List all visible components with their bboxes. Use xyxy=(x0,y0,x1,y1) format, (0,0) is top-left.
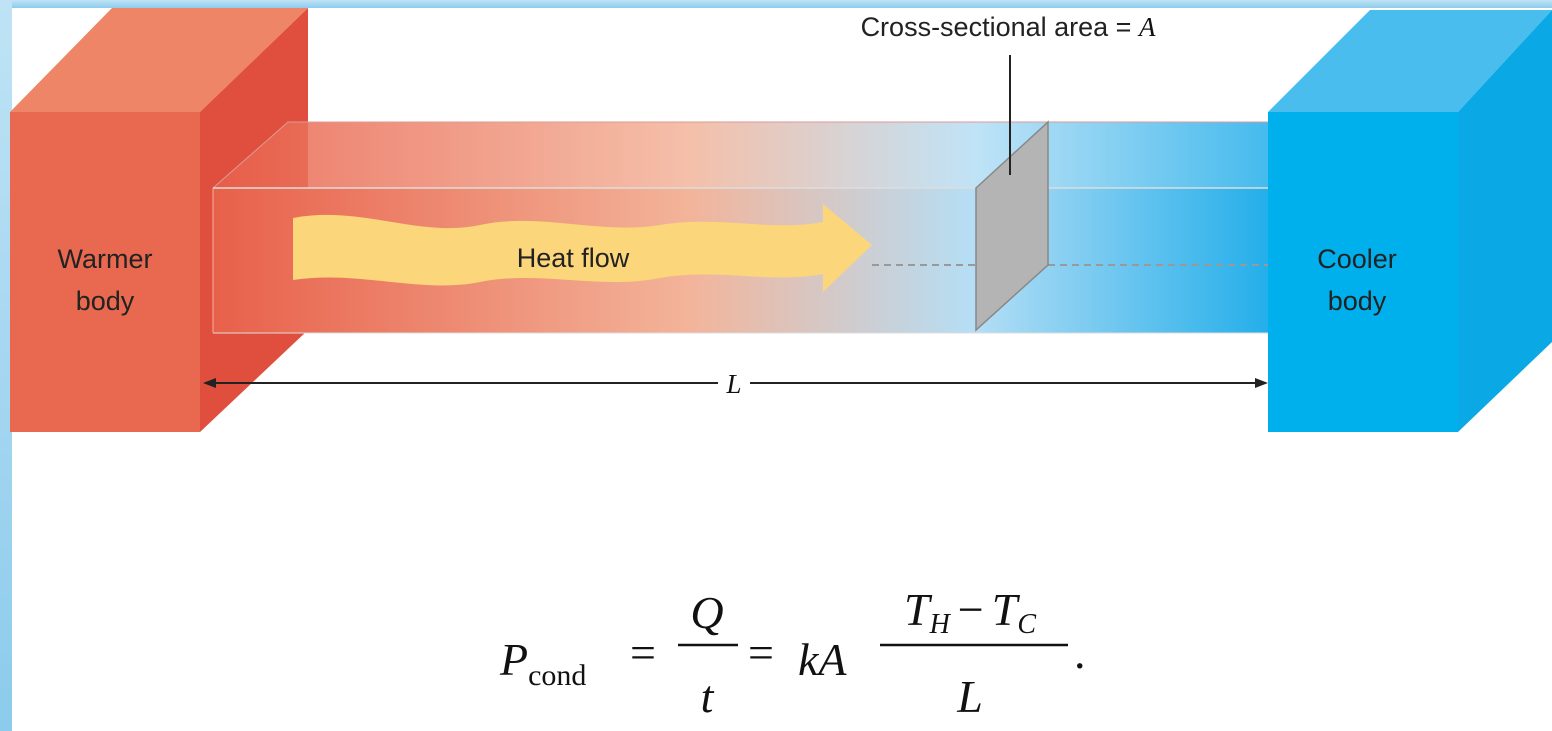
arrowhead xyxy=(203,378,216,388)
warmer-label: body xyxy=(76,286,135,316)
eq-den: L xyxy=(956,671,983,722)
rod-edge xyxy=(212,121,1270,189)
cross-section xyxy=(975,120,1049,332)
eq-t: T xyxy=(992,584,1021,635)
eq-equals: = xyxy=(748,627,774,678)
length-label: L xyxy=(725,369,741,399)
rod-top xyxy=(213,122,1270,188)
cool-top xyxy=(1268,10,1552,112)
warm-front xyxy=(10,112,200,432)
eq-sub: cond xyxy=(528,659,586,692)
heat-flow-label: Heat flow xyxy=(517,243,630,273)
area-text: Cross-sectional area = xyxy=(861,12,1139,42)
eq-p: P xyxy=(499,634,528,685)
eq-den: t xyxy=(701,671,715,722)
eq-num: Q xyxy=(690,587,723,638)
eq-equals: = xyxy=(630,627,656,678)
heat-arrow xyxy=(293,204,872,292)
eq-sub: C xyxy=(1017,609,1036,640)
equation: Pcond = Q t = kA TH − TC L . xyxy=(499,584,1086,722)
cooler-label: body xyxy=(1328,286,1387,316)
eq-coef: kA xyxy=(798,634,847,685)
cool-side xyxy=(1458,10,1552,432)
top-edge xyxy=(0,0,1552,8)
eq-lhs: Pcond xyxy=(499,634,586,692)
left-edge xyxy=(0,0,12,731)
area-label: Cross-sectional area = A xyxy=(861,12,1156,42)
warm-top xyxy=(10,8,308,112)
eq-sub: H xyxy=(929,609,952,640)
cool-front xyxy=(1268,112,1458,432)
cooler-label: Cooler xyxy=(1317,244,1397,274)
eq-t: T xyxy=(904,584,933,635)
arrowhead xyxy=(1255,378,1268,388)
warmer-label: Warmer xyxy=(58,244,153,274)
eq-period: . xyxy=(1074,627,1086,678)
area-symbol: A xyxy=(1137,12,1156,42)
eq-minus: − xyxy=(958,584,984,635)
eq-num: TH − TC xyxy=(904,584,1036,640)
